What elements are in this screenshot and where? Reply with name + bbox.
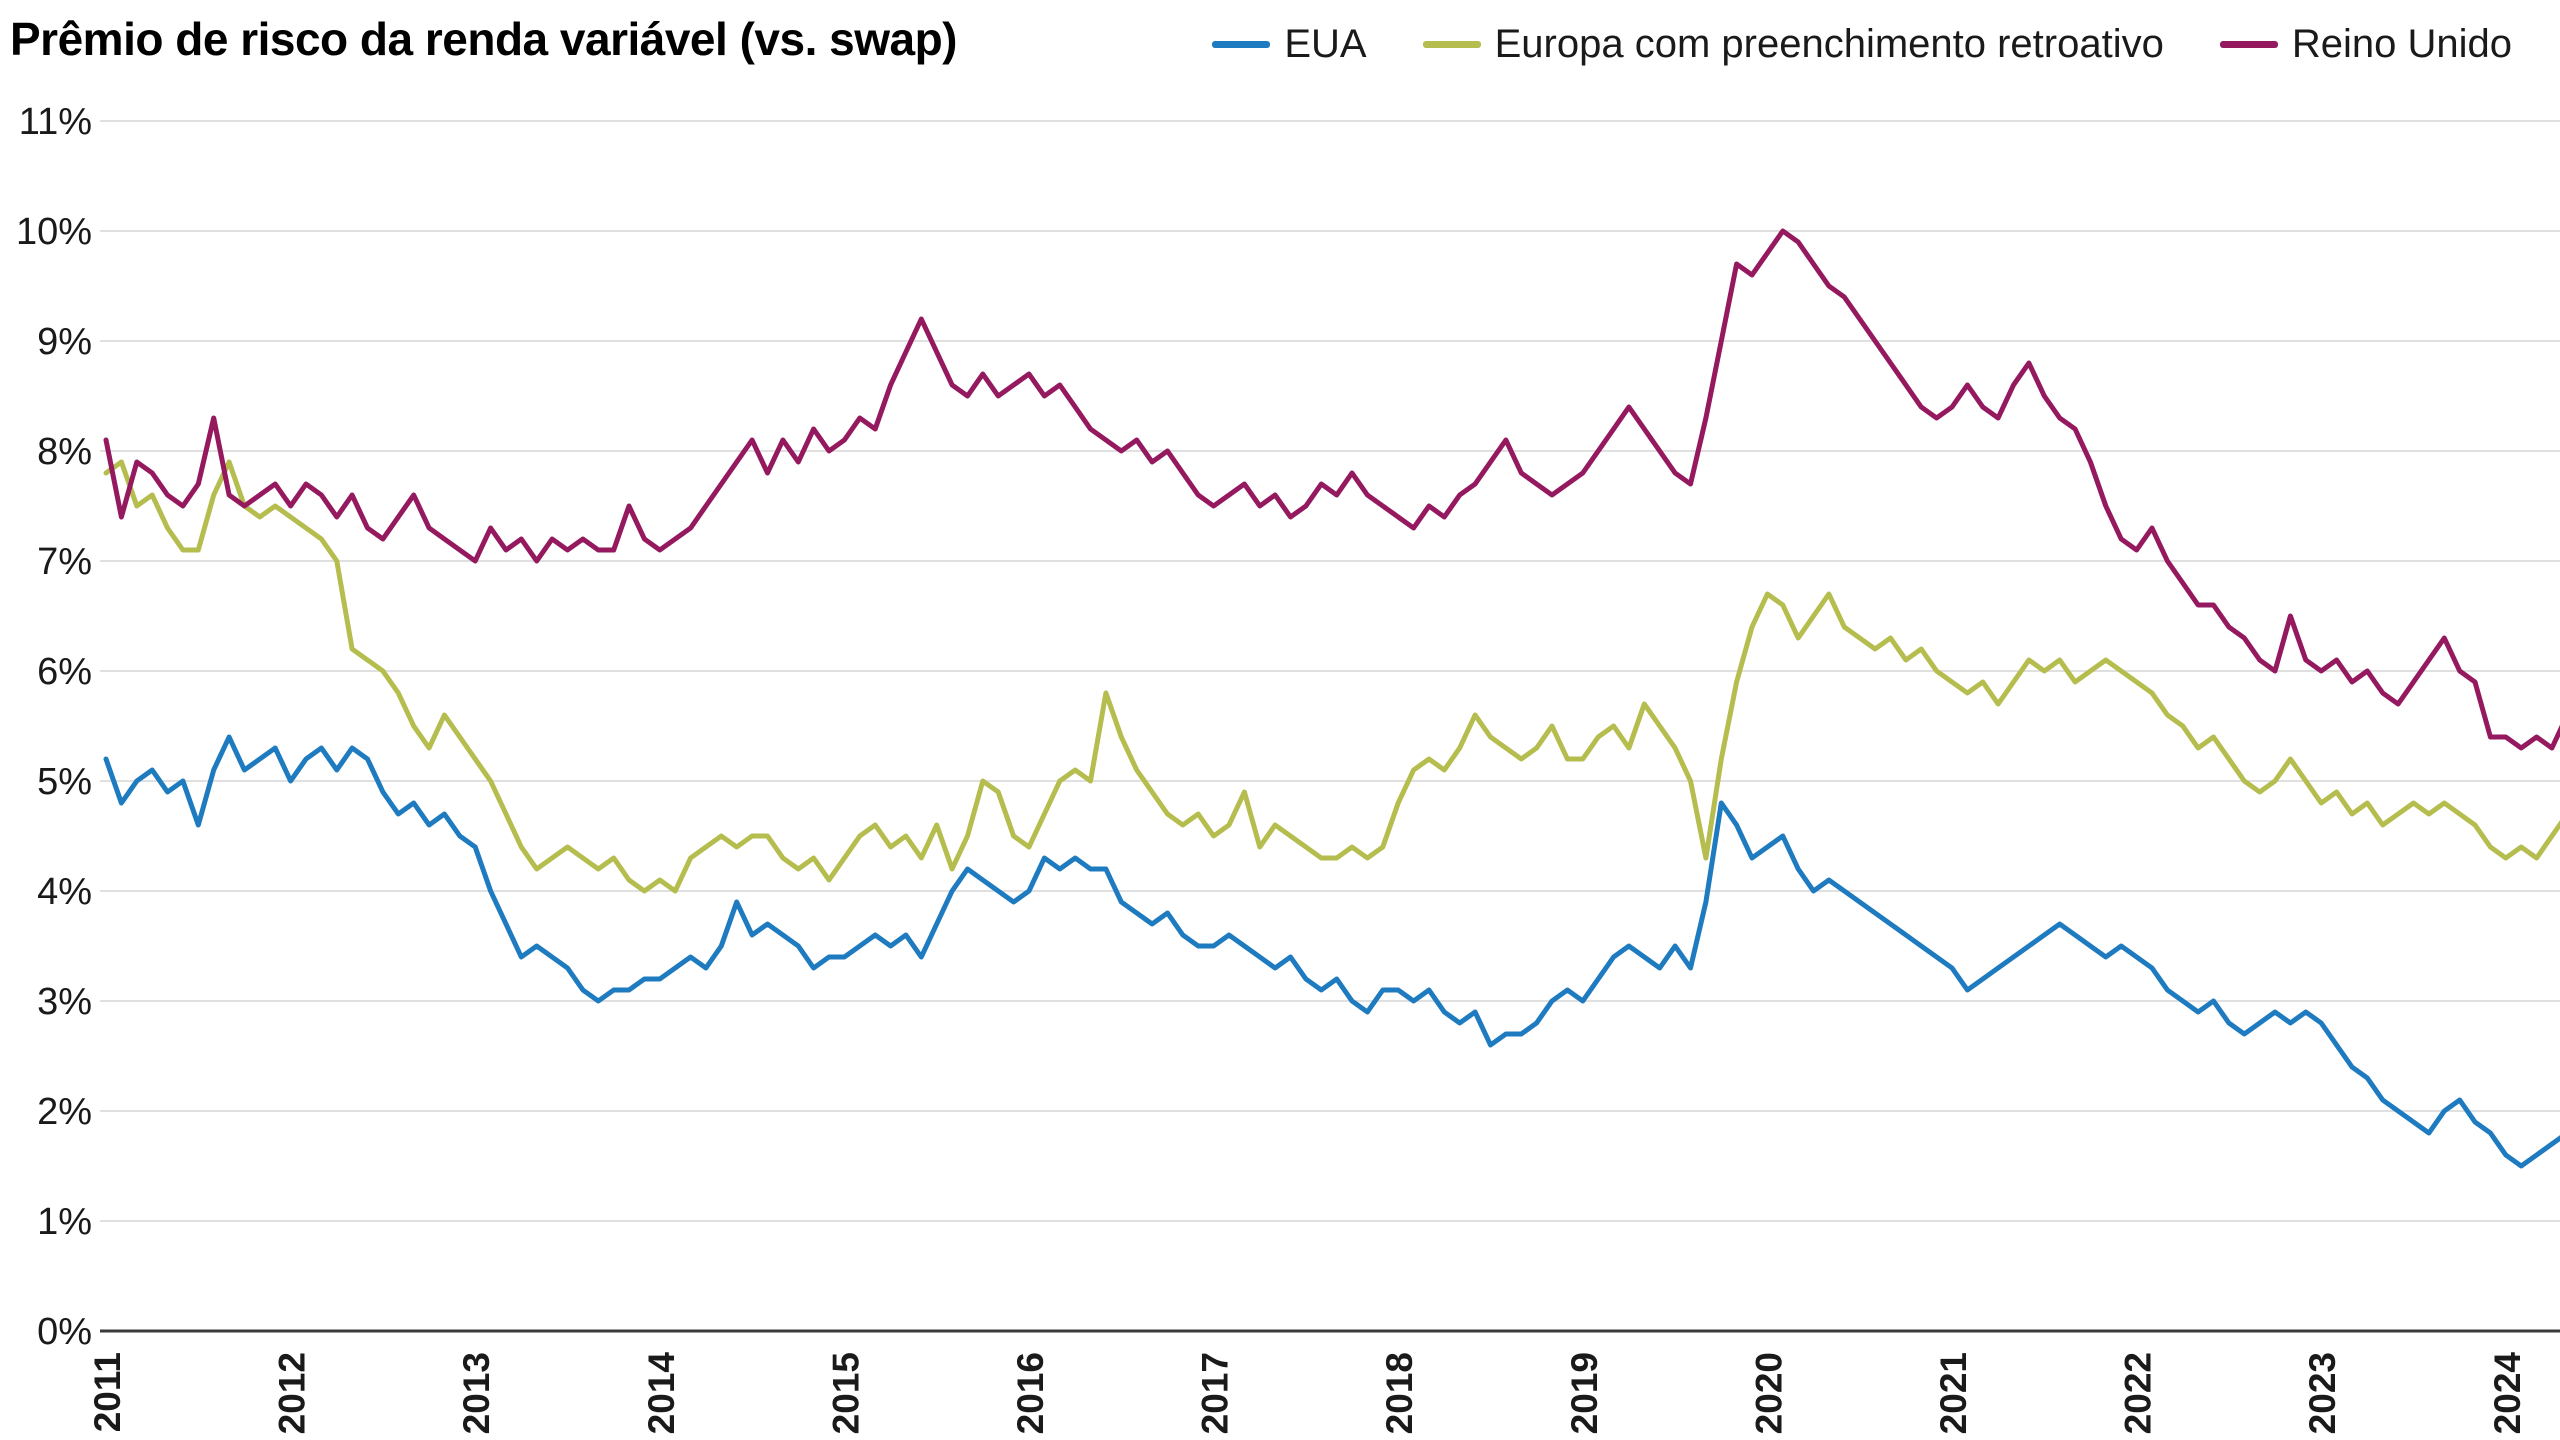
x-axis-tick-label: 2020 xyxy=(1748,1352,1789,1434)
x-axis-tick-label: 2013 xyxy=(456,1352,497,1434)
x-axis-tick-label: 2022 xyxy=(2118,1352,2159,1434)
series-line-reino-unido xyxy=(103,228,2560,751)
x-axis-tick-label: 2012 xyxy=(272,1352,313,1434)
y-axis-tick-label: 6% xyxy=(37,651,92,693)
legend-item-europa: Europa com preenchimento retroativo xyxy=(1422,22,2164,67)
y-axis-tick-label: 9% xyxy=(37,321,92,363)
y-axis-tick-label: 0% xyxy=(37,1311,92,1353)
x-axis-tick-label: 2021 xyxy=(1933,1352,1974,1434)
legend-swatch-reino-unido-icon xyxy=(2219,41,2278,48)
x-axis-tick-label: 2018 xyxy=(1379,1352,1420,1434)
series-line-eua xyxy=(103,734,2560,1169)
x-axis-tick-label: 2015 xyxy=(825,1352,866,1434)
y-axis-tick-label: 5% xyxy=(37,761,92,803)
x-axis-tick-label: 2024 xyxy=(2487,1352,2528,1435)
x-axis-tick-label: 2016 xyxy=(1010,1352,1051,1434)
y-axis-tick-label: 2% xyxy=(37,1091,92,1133)
x-axis-tick-label: 2019 xyxy=(1564,1352,1605,1434)
y-axis-tick-label: 4% xyxy=(37,871,92,913)
chart-legend: EUA Europa com preenchimento retroativo … xyxy=(1212,22,2512,67)
legend-label-eua: EUA xyxy=(1284,22,1367,66)
y-axis-tick-label: 1% xyxy=(37,1201,92,1243)
y-axis-tick-label: 7% xyxy=(37,541,92,583)
legend-swatch-eua-icon xyxy=(1212,41,1271,48)
x-axis-tick-label: 2017 xyxy=(1195,1352,1236,1434)
legend-label-europa: Europa com preenchimento retroativo xyxy=(1494,22,2164,66)
x-axis-tick-label: 2011 xyxy=(87,1352,128,1432)
x-axis-tick-label: 2023 xyxy=(2302,1352,2343,1434)
legend-swatch-europa-icon xyxy=(1422,41,1481,48)
legend-item-reino-unido: Reino Unido xyxy=(2219,22,2512,67)
x-axis-tick-label: 2014 xyxy=(641,1352,682,1435)
chart-title: Prêmio de risco da renda variável (vs. s… xyxy=(10,13,958,65)
y-axis-tick-label: 3% xyxy=(37,981,92,1023)
y-axis-tick-label: 10% xyxy=(16,211,92,253)
y-axis-tick-label: 8% xyxy=(37,431,92,473)
legend-item-eua: EUA xyxy=(1212,22,1367,67)
legend-label-reino-unido: Reino Unido xyxy=(2291,22,2512,66)
series-line-europa-com-preenchimento-retroativo xyxy=(103,459,2560,894)
y-axis-tick-label: 11% xyxy=(19,101,92,143)
